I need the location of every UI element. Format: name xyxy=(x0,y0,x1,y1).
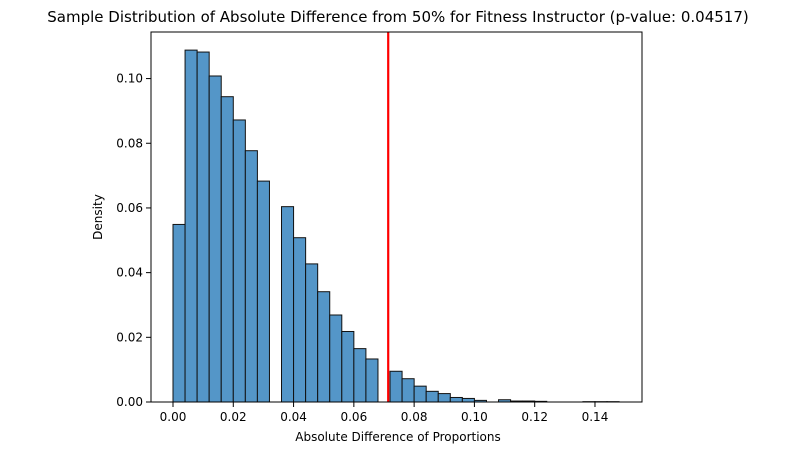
histogram-bar xyxy=(318,292,330,402)
histogram-bar xyxy=(221,97,233,402)
histogram-bar xyxy=(257,181,269,402)
histogram-bar xyxy=(294,238,306,402)
histogram-bar xyxy=(402,379,414,402)
histogram-bar xyxy=(414,386,426,402)
histogram-bar xyxy=(462,398,474,402)
x-tick-label: 0.04 xyxy=(280,410,307,424)
chart-title: Sample Distribution of Absolute Differen… xyxy=(47,8,748,26)
histogram-bar xyxy=(282,207,294,402)
histogram-bar xyxy=(366,359,378,402)
x-tick-label: 0.10 xyxy=(461,410,488,424)
x-tick-label: 0.12 xyxy=(521,410,548,424)
histogram-bar xyxy=(426,391,438,402)
histogram-bar xyxy=(173,224,185,402)
histogram-bar xyxy=(330,315,342,402)
plot-area: 0.00 0.02 0.04 0.06 0.08 0.10 0.12 0.14 0.00 0.02… xyxy=(116,32,642,424)
histogram-bar xyxy=(209,76,221,402)
x-tick-label: 0.02 xyxy=(220,410,247,424)
histogram-bar xyxy=(450,397,462,402)
x-tick-label: 0.14 xyxy=(582,410,609,424)
x-tick-label: 0.06 xyxy=(340,410,367,424)
histogram-bar xyxy=(390,371,402,402)
histogram-bar xyxy=(245,151,257,402)
y-tick-label: 0.02 xyxy=(116,330,143,344)
x-tick-label: 0.00 xyxy=(160,410,187,424)
histogram-bar xyxy=(197,52,209,402)
y-axis-label: Density xyxy=(91,194,105,240)
y-tick-label: 0.10 xyxy=(116,72,143,86)
histogram-bar xyxy=(342,331,354,402)
histogram-bar xyxy=(438,394,450,402)
y-tick-label: 0.04 xyxy=(116,266,143,280)
histogram-bar xyxy=(306,264,318,402)
y-tick-label: 0.08 xyxy=(116,136,143,150)
histogram-bar xyxy=(354,349,366,402)
histogram-bar xyxy=(233,120,245,402)
y-tick-label: 0.06 xyxy=(116,201,143,215)
histogram-bar xyxy=(185,50,197,402)
y-tick-label: 0.00 xyxy=(116,395,143,409)
x-tick-label: 0.08 xyxy=(401,410,428,424)
x-axis-label: Absolute Difference of Proportions xyxy=(295,430,501,444)
